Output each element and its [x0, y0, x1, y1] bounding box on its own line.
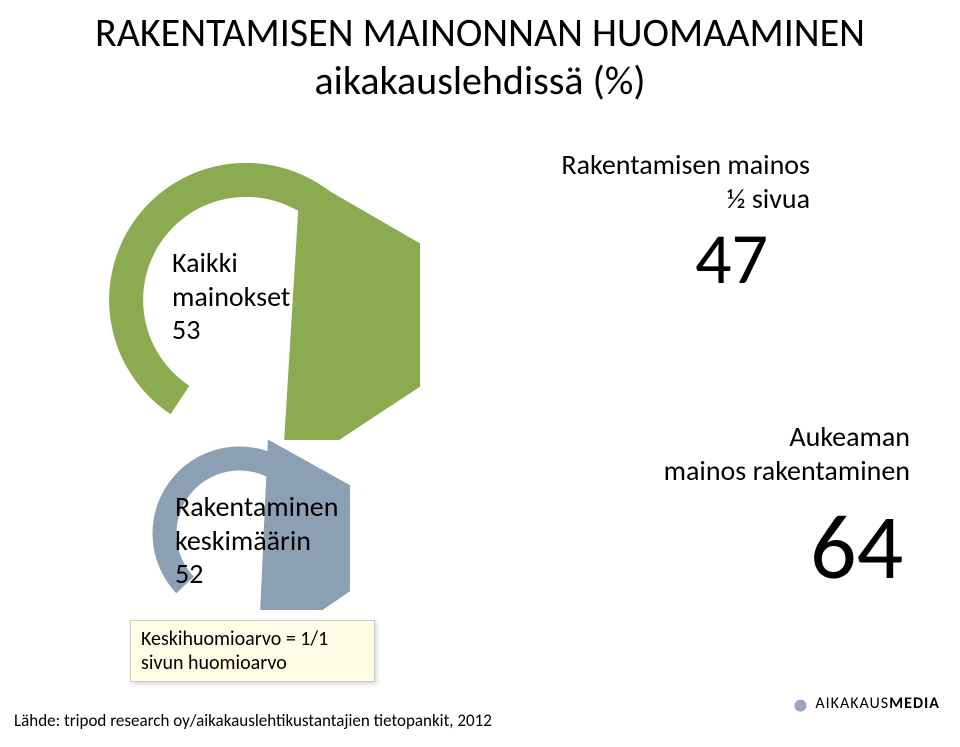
note-line-1: Keskihuomioarvo = 1/1 — [141, 627, 328, 651]
top-right-text: Rakentamisen mainos ½ sivua — [510, 148, 810, 215]
arc-big-label: Kaikki mainokset 53 — [172, 246, 290, 347]
arc-small-label-3: 52 — [175, 556, 203, 591]
bottom-right-line-1: Aukeaman — [789, 419, 910, 454]
arc-small-label-2: keskimäärin — [175, 523, 311, 558]
top-right-line-1: Rakentamisen mainos — [561, 147, 810, 182]
title-line-2: aikakauslehdissä (%) — [0, 56, 960, 105]
logo-suffix: MEDIA — [889, 694, 940, 713]
top-right-line-2: ½ sivua — [727, 181, 810, 216]
arc-big-label-1: Kaikki — [172, 245, 238, 280]
source-text: Lähde: tripod research oy/aikakauslehtik… — [14, 710, 492, 731]
bottom-right-text: Aukeaman mainos rakentaminen — [560, 420, 910, 487]
arc-small-label: Rakentaminen keskimäärin 52 — [175, 490, 338, 591]
logo-prefix: AIKAKAUS — [815, 694, 889, 713]
top-right-value: 47 — [695, 215, 768, 303]
arc-small-label-1: Rakentaminen — [175, 489, 338, 524]
bottom-right-value: 64 — [810, 490, 903, 603]
note-box: Keskihuomioarvo = 1/1 sivun huomioarvo — [130, 620, 375, 682]
arc-big-label-3: 53 — [172, 312, 200, 347]
logo: ● AIKAKAUSMEDIA — [793, 694, 940, 713]
arc-big-label-2: mainokset — [172, 279, 290, 314]
note-line-2: sivun huomioarvo — [141, 651, 287, 675]
bottom-right-line-2: mainos rakentaminen — [664, 453, 910, 488]
title-line-1: RAKENTAMISEN MAINONNAN HUOMAAMINEN — [0, 8, 960, 57]
